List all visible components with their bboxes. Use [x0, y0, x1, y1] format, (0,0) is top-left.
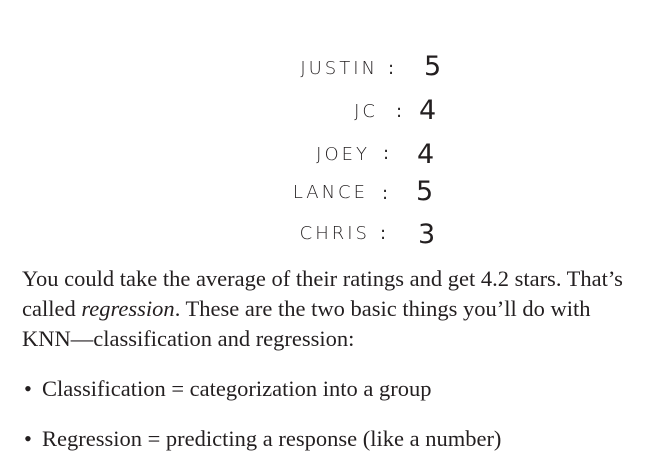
rating-row: CHRIS : 3 — [0, 219, 646, 259]
rating-value: 5 — [416, 176, 437, 207]
rating-value: 5 — [424, 51, 445, 82]
body-paragraph: You could take the average of their rati… — [22, 264, 637, 354]
rating-colon: : — [382, 183, 392, 204]
bullet-list: • Classification = categorization into a… — [22, 374, 637, 474]
rating-colon: : — [383, 143, 393, 164]
bullet-text: Regression = predicting a response (like… — [42, 426, 502, 451]
rating-name: JOEY — [316, 144, 370, 165]
bullet-icon: • — [24, 426, 32, 451]
rating-value: 3 — [418, 219, 439, 250]
rating-value: 4 — [419, 95, 440, 126]
rating-row: JOEY : 4 — [0, 138, 646, 178]
rating-name: JUSTIN — [300, 58, 378, 79]
rating-row: JUSTIN : 5 — [0, 51, 646, 92]
rating-row: LANCE : 5 — [0, 176, 646, 216]
paragraph-text-end: . These are the two basic things you’ll … — [22, 296, 591, 351]
rating-name: JC — [354, 101, 378, 122]
rating-value: 4 — [417, 139, 438, 170]
paragraph-text: You could take the average of their rati… — [22, 264, 637, 354]
regression-term: regression — [81, 296, 175, 321]
bullet-text: Classification = categorization into a g… — [42, 376, 432, 401]
rating-colon: : — [396, 101, 406, 122]
rating-colon: : — [380, 223, 390, 244]
rating-name: CHRIS — [299, 223, 370, 244]
rating-colon: : — [388, 58, 398, 79]
ratings-list: JUSTIN : 5 JC : 4 JOEY : 4 LANCE : 5 CHR… — [0, 51, 646, 259]
rating-row: JC : 4 — [0, 95, 646, 135]
bullet-icon: • — [24, 376, 32, 401]
list-item: • Classification = categorization into a… — [22, 374, 637, 404]
rating-name: LANCE — [292, 182, 368, 203]
list-item: • Regression = predicting a response (li… — [22, 424, 637, 454]
paragraph-text-start: You could take the average of their rati… — [22, 266, 623, 321]
